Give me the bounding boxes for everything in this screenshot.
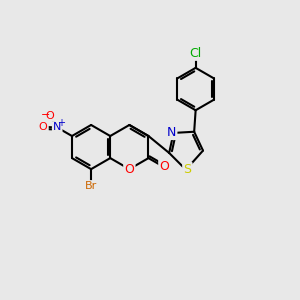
Text: −: − — [40, 110, 50, 120]
Text: O: O — [124, 163, 134, 176]
Text: Br: Br — [85, 181, 97, 191]
Text: O: O — [45, 111, 54, 121]
Text: +: + — [57, 118, 65, 128]
Text: S: S — [183, 163, 191, 176]
Text: O: O — [159, 160, 169, 173]
Text: O: O — [39, 122, 48, 132]
Text: N: N — [53, 122, 61, 133]
Text: Cl: Cl — [190, 46, 202, 60]
Text: N: N — [167, 126, 176, 139]
